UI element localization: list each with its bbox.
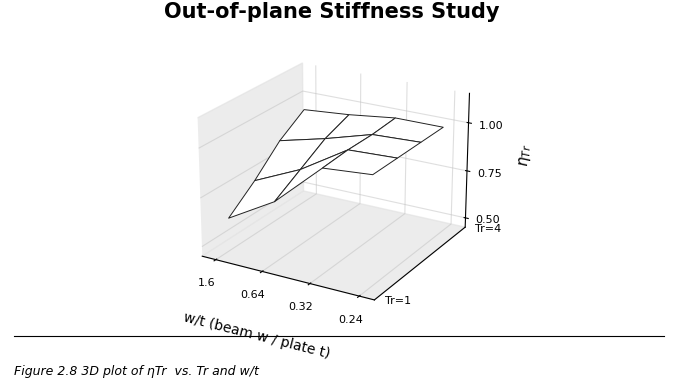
Title: Out-of-plane Stiffness Study: Out-of-plane Stiffness Study xyxy=(165,2,500,22)
Text: Figure 2.8 3D plot of ηTr  vs. Tr and w/t: Figure 2.8 3D plot of ηTr vs. Tr and w/t xyxy=(14,365,258,378)
X-axis label: w/t (beam w / plate t): w/t (beam w / plate t) xyxy=(182,311,332,362)
